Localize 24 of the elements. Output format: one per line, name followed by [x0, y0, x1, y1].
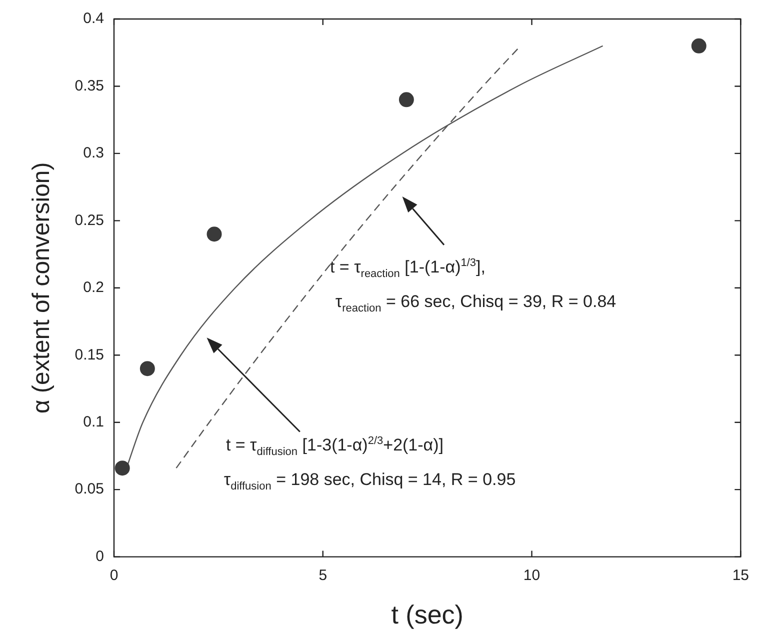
- y-tick-label: 0.1: [83, 413, 104, 430]
- point: [398, 92, 414, 108]
- y-tick-label: 0.35: [74, 77, 104, 94]
- y-tick-label: 0.2: [83, 279, 104, 296]
- x-tick-label: 10: [523, 566, 540, 584]
- y-tick-label: 0.05: [74, 480, 104, 498]
- point: [691, 38, 706, 54]
- annotation: τ$_{diffusion}$ = 198 sec, Chisq = 14, R = 0.95: [224, 470, 516, 492]
- y-tick-label: 0.25: [74, 212, 104, 229]
- point: [206, 226, 222, 242]
- y-tick-label: 0: [96, 548, 104, 565]
- y-tick-label: 0.3: [83, 144, 104, 162]
- x-tick-label: 15: [732, 566, 749, 584]
- annotation: t = τ$_{reaction}$ [1-(1-α)$^{1/3}$],: [330, 257, 486, 280]
- annotation: τ$_{reaction}$ = 66 sec, Chisq = 39, R = 0.84: [335, 292, 616, 315]
- x-axis-title: t (sec): [391, 600, 464, 630]
- y-tick-label: 0.15: [74, 346, 104, 364]
- point: [140, 361, 155, 376]
- x-tick-label: 0: [110, 566, 118, 584]
- point: [114, 460, 130, 476]
- x-tick-label: 5: [318, 566, 328, 584]
- y-axis-title: α (extent of conversion): [28, 162, 56, 414]
- annotation: t = τ$_{diffusion}$ [1-3(1-α)$^{2/3}$+2(1-α)]: [226, 434, 444, 458]
- y-tick-label: 0.4: [83, 10, 104, 28]
